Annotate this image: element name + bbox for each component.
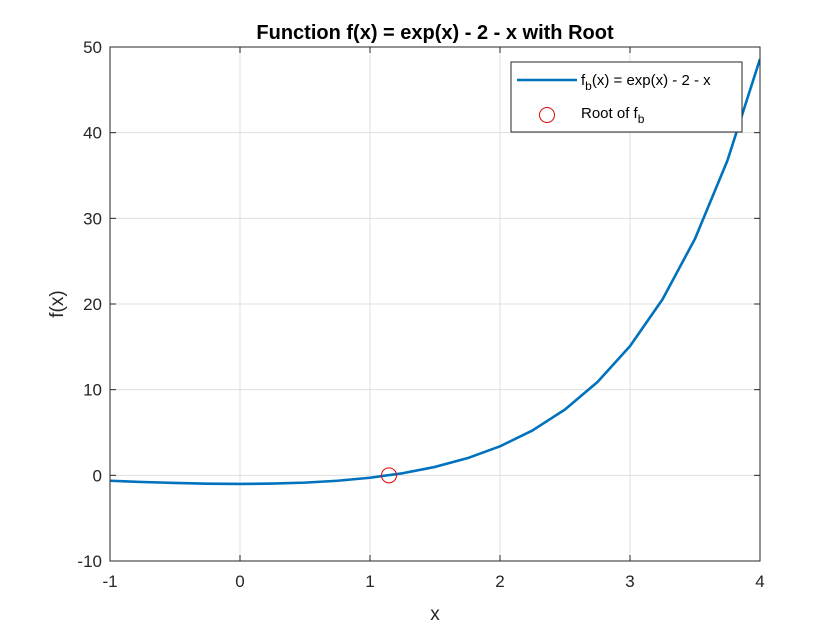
x-tick-label: 3 <box>625 572 634 591</box>
x-tick-label: 0 <box>235 572 244 591</box>
y-tick-label: 30 <box>83 209 102 228</box>
y-tick-label: 50 <box>83 38 102 57</box>
legend-entry-label: Root of fb <box>581 105 645 126</box>
x-tick-label: 1 <box>365 572 374 591</box>
x-axis-label: x <box>430 604 440 625</box>
y-tick-label: 40 <box>83 124 102 143</box>
legend-subscript: b <box>585 79 592 93</box>
x-tick-label: 4 <box>755 572 764 591</box>
legend-text: Root of f <box>581 105 639 122</box>
chart-title: Function f(x) = exp(x) - 2 - x with Root <box>256 22 614 44</box>
y-tick-label: -10 <box>77 552 102 571</box>
x-tick-label: -1 <box>102 572 117 591</box>
legend-subscript: b <box>638 112 645 126</box>
legend-text: f <box>581 72 586 89</box>
legend-text: (x) = exp(x) - 2 - x <box>592 72 711 89</box>
x-tick-label: 2 <box>495 572 504 591</box>
series-layer <box>110 58 760 486</box>
y-tick-label: 0 <box>93 466 102 485</box>
series-line <box>110 58 760 486</box>
legend-entry-label: fb(x) = exp(x) - 2 - x <box>581 72 711 93</box>
legend-marker-swatch <box>539 107 555 123</box>
y-tick-label: 20 <box>83 295 102 314</box>
y-axis-label: f(x) <box>47 290 68 317</box>
y-tick-label: 10 <box>83 381 102 400</box>
legend-box <box>510 61 743 133</box>
root-marker <box>380 467 397 484</box>
